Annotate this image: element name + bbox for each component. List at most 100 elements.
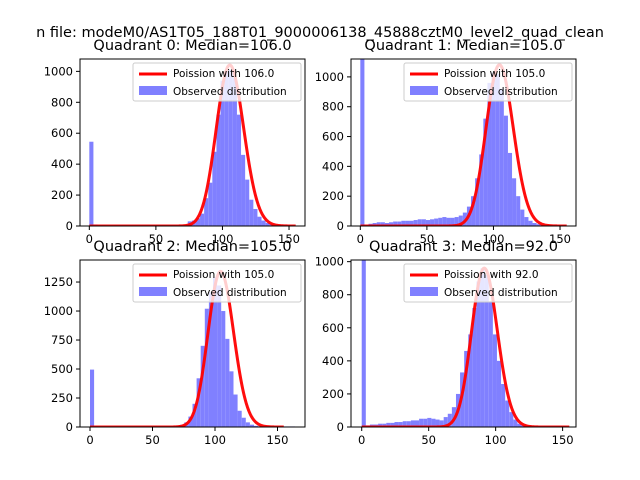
x-tick-label: 150	[552, 433, 574, 447]
histogram-bar	[480, 268, 485, 427]
histogram-bar	[405, 220, 410, 226]
histogram-bar	[501, 384, 506, 427]
histogram-bar	[488, 301, 493, 427]
histogram-bar	[484, 274, 489, 427]
y-tick-label: 0	[66, 219, 73, 233]
histogram-bar	[390, 422, 395, 427]
histogram-bar	[241, 154, 246, 226]
histogram-bar	[446, 217, 451, 226]
histogram-bar	[458, 215, 463, 226]
histogram-bar	[414, 420, 420, 427]
x-tick-label: 50	[145, 433, 160, 447]
histogram-bar	[237, 410, 242, 427]
histogram-bar	[261, 220, 266, 226]
x-tick-label: 50	[149, 232, 164, 246]
y-tick-label: 500	[51, 362, 73, 376]
histogram-bar	[434, 218, 439, 226]
y-tick-label: 600	[322, 321, 344, 335]
legend: Poission with 106.0 Observed distribution	[132, 62, 302, 102]
histogram-bar	[443, 417, 448, 427]
x-tick-label: 0	[86, 433, 93, 447]
y-tick-label: 800	[322, 288, 344, 302]
histogram-bar	[212, 151, 217, 226]
histogram-bar	[389, 222, 394, 226]
histogram-bar	[254, 425, 259, 427]
y-tick-label: 1000	[315, 70, 344, 84]
histogram-bar	[439, 420, 444, 427]
histogram-bar	[360, 59, 365, 226]
legend-label-poisson: Poission with 105.0	[173, 269, 274, 281]
x-tick-label: 100	[482, 232, 504, 246]
histogram-bar	[430, 219, 435, 226]
histogram-bar	[195, 218, 201, 226]
legend-label-observed: Observed distribution	[173, 287, 287, 299]
legend-label-poisson: Poission with 92.0	[444, 269, 539, 281]
histogram-bar	[204, 198, 209, 226]
histogram-bar	[413, 220, 418, 226]
legend-box	[132, 263, 302, 303]
histogram-bar	[386, 422, 391, 427]
x-tick-label: 150	[267, 433, 289, 447]
histogram-bar	[380, 222, 385, 226]
legend-swatch-observed	[410, 287, 438, 296]
histogram-bar	[528, 220, 533, 226]
legend-label-observed: Observed distribution	[444, 86, 558, 98]
quadrant-panel-2: 0 50 100 150 0 250 500 750 1000 1250 Quadrant 2: M…	[44, 239, 306, 447]
histogram-bar	[401, 220, 406, 226]
histogram-bar	[509, 412, 514, 427]
histogram-bar	[425, 220, 431, 226]
y-tick-label: 0	[66, 420, 73, 434]
histogram-bar	[245, 422, 250, 427]
histogram-bar	[253, 208, 258, 226]
histogram-bar	[228, 69, 233, 226]
histogram-bar	[475, 178, 480, 226]
legend: Poission with 92.0 Observed distribution	[403, 263, 573, 303]
histogram-bar	[89, 141, 94, 226]
histogram-bar	[421, 219, 426, 226]
y-tick-label: 800	[322, 100, 344, 114]
legend-box	[403, 263, 573, 303]
histogram-bar	[483, 118, 488, 226]
legend-label-observed: Observed distribution	[173, 86, 287, 98]
histogram-bar	[442, 217, 447, 226]
histogram-bar	[376, 222, 381, 226]
x-tick-label: 50	[421, 433, 436, 447]
histogram-bar	[423, 418, 428, 427]
legend-swatch-observed	[139, 287, 167, 296]
histogram-bar	[361, 260, 366, 427]
panel-title: Quadrant 3: Median=92.0	[369, 239, 558, 255]
y-tick-label: 400	[51, 157, 73, 171]
histogram-bar	[492, 334, 497, 427]
histogram-bar	[245, 179, 250, 226]
y-tick-label: 600	[322, 130, 344, 144]
figure-suptitle: n file: modeM0/AS1T05_188T01_9000006138_…	[36, 25, 604, 41]
legend-label-poisson: Poission with 106.0	[173, 68, 274, 80]
legend: Poission with 105.0 Observed distribution	[132, 263, 302, 303]
y-tick-label: 250	[51, 391, 73, 405]
histogram-bar	[397, 221, 402, 226]
histogram-bar	[409, 220, 414, 226]
histogram-bar	[90, 369, 95, 427]
histogram-bar	[393, 221, 398, 226]
x-tick-label: 50	[420, 232, 435, 246]
panel-title: Quadrant 2: Median=105.0	[93, 239, 291, 255]
histogram-bar	[479, 154, 484, 226]
histogram-bar	[249, 424, 254, 427]
y-tick-label: 1000	[44, 64, 73, 78]
legend-label-observed: Observed distribution	[444, 287, 558, 299]
histogram-bar	[464, 350, 469, 427]
histogram-bar	[472, 307, 477, 427]
axes-frame	[350, 58, 577, 227]
quadrant-panel-1: 0 50 100 150 0 200 400 600 800 1000 Quadrant 1: Me…	[315, 38, 577, 246]
legend-label-poisson: Poission with 105.0	[444, 68, 545, 80]
y-tick-label: 0	[337, 420, 344, 434]
histogram-bar	[454, 217, 459, 226]
histogram-bar	[257, 216, 262, 226]
histogram-bar	[438, 217, 443, 226]
histogram-bar	[524, 217, 529, 226]
histogram-bar	[476, 281, 481, 427]
histogram-bar	[249, 199, 254, 226]
histogram-bar	[196, 378, 201, 427]
x-tick-label: 100	[204, 433, 226, 447]
histogram-bar	[241, 417, 246, 427]
